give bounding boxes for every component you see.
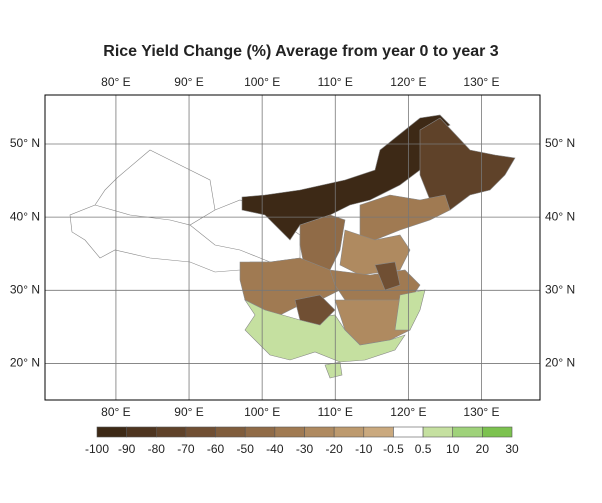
lon-tick-label: 90° E xyxy=(174,75,203,89)
colorbar-segment xyxy=(363,426,394,438)
region xyxy=(374,261,401,291)
colorbar-segment xyxy=(482,426,513,438)
lon-tick-label: 80° E xyxy=(101,75,130,89)
colorbar-segment xyxy=(96,426,127,438)
colorbar-segment xyxy=(126,426,157,438)
lon-tick-label: 110° E xyxy=(318,75,353,89)
lat-tick-label: 40° N xyxy=(545,209,575,223)
colorbar-label: 30 xyxy=(505,442,519,456)
colorbar-label: -80 xyxy=(148,442,166,456)
colorbar-label: -40 xyxy=(266,442,284,456)
colorbar-label: -30 xyxy=(296,442,314,456)
colorbar-label: 0.5 xyxy=(415,442,432,456)
colorbar-segment xyxy=(155,426,187,438)
lon-tick-label: 90° E xyxy=(174,405,203,419)
colorbar-segment xyxy=(185,426,216,438)
colorbar-label: -90 xyxy=(118,442,136,456)
lon-tick-label: 110° E xyxy=(318,405,353,419)
colorbar-label: -100 xyxy=(85,442,109,456)
lat-tick-label: 50° N xyxy=(10,136,40,150)
colorbar-segment xyxy=(244,426,276,438)
colorbar-label: -50 xyxy=(237,442,255,456)
colorbar-segment xyxy=(452,426,483,438)
colorbar-label: -10 xyxy=(355,442,373,456)
lat-tick-label: 30° N xyxy=(545,282,575,296)
lon-tick-label: 100° E xyxy=(244,405,280,419)
lon-tick-label: 80° E xyxy=(101,405,130,419)
colorbar-label: -70 xyxy=(177,442,195,456)
regions xyxy=(69,114,516,379)
map-title: Rice Yield Change (%) Average from year … xyxy=(103,43,499,60)
colorbar-segment xyxy=(304,426,335,438)
colorbar-segment xyxy=(215,426,246,438)
colorbar-label: -60 xyxy=(207,442,225,456)
region xyxy=(324,361,343,379)
colorbar-label: 10 xyxy=(446,442,460,456)
region-border xyxy=(189,224,271,263)
region-border xyxy=(94,204,216,226)
lat-tick-label: 40° N xyxy=(10,209,40,223)
colorbar-label: -20 xyxy=(325,442,343,456)
lon-tick-label: 130° E xyxy=(463,75,499,89)
lat-tick-label: 50° N xyxy=(545,136,575,150)
lat-tick-label: 30° N xyxy=(10,282,40,296)
lon-tick-label: 100° E xyxy=(244,75,280,89)
lon-tick-label: 120° E xyxy=(390,405,426,419)
colorbar-segment xyxy=(333,426,365,438)
lat-tick-label: 20° N xyxy=(10,356,40,370)
map-frame xyxy=(44,94,541,401)
colorbar-label: -0.5 xyxy=(383,442,404,456)
region xyxy=(294,294,336,326)
lon-tick-label: 130° E xyxy=(463,405,499,419)
region xyxy=(394,289,426,331)
colorbar-segment xyxy=(393,426,424,438)
colorbar-segment xyxy=(274,426,305,438)
lat-tick-label: 20° N xyxy=(545,356,575,370)
colorbar-segment xyxy=(422,426,454,438)
lon-tick-label: 120° E xyxy=(390,75,426,89)
region xyxy=(419,117,516,211)
colorbar-label: 20 xyxy=(476,442,490,456)
